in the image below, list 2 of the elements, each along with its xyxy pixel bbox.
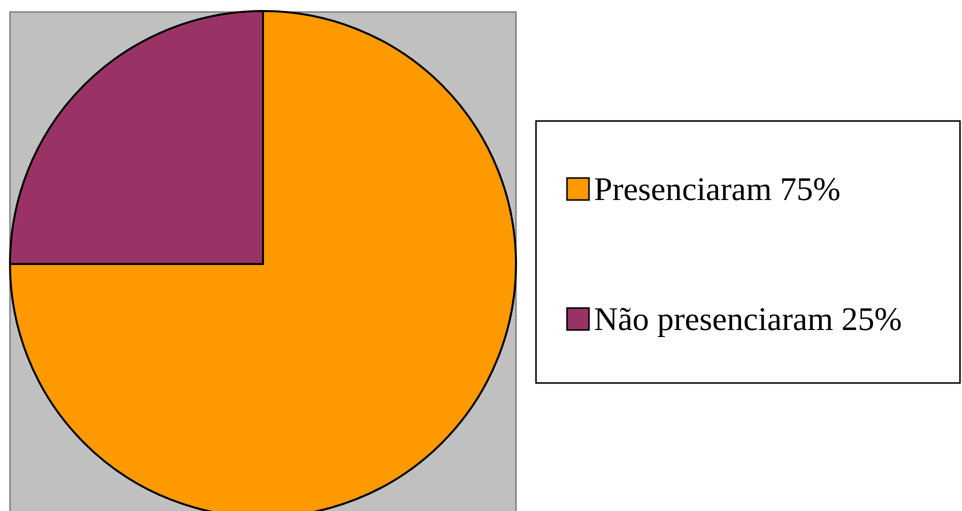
legend-label: Não presenciaram 25% [594,302,902,338]
legend-label: Presenciaram 75% [594,172,840,208]
